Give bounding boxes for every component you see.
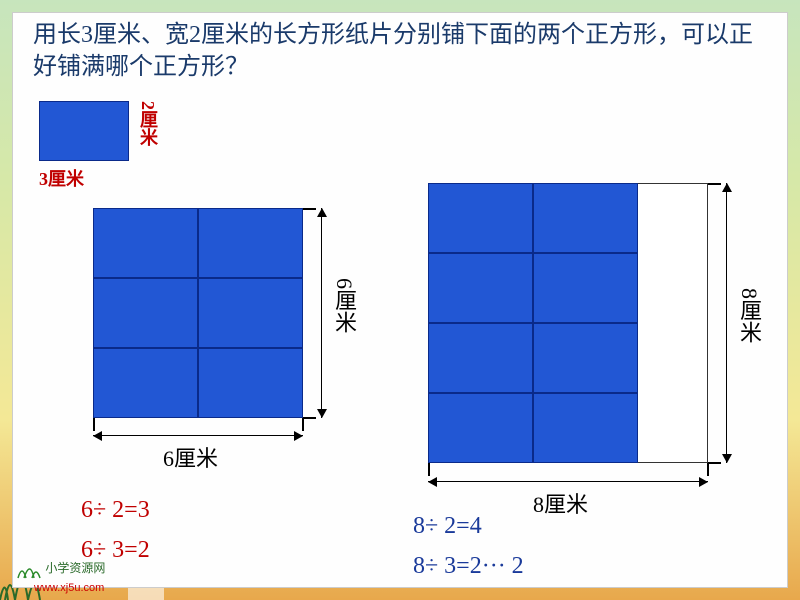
tile: [428, 183, 533, 253]
dim-arrow-8-width: [428, 481, 708, 482]
tile: [198, 348, 303, 418]
tile: [428, 253, 533, 323]
dim-arrow-6-width: [93, 435, 303, 436]
dim-arrow-8-height: [726, 183, 727, 463]
tile: [198, 208, 303, 278]
tile: [533, 253, 638, 323]
sample-width-label: 3厘米: [39, 165, 84, 191]
content-panel: 用长3厘米、宽2厘米的长方形纸片分别铺下面的两个正方形，可以正好铺满哪个正方形？…: [12, 12, 788, 588]
sample-tile: [39, 101, 129, 161]
slide-frame: 用长3厘米、宽2厘米的长方形纸片分别铺下面的两个正方形，可以正好铺满哪个正方形？…: [0, 0, 800, 600]
tick: [303, 208, 316, 210]
dim-label-6-width: 6厘米: [163, 441, 218, 473]
sample-height-label: 2厘米: [135, 101, 161, 146]
dim-label-8-height: 8厘米: [733, 288, 765, 343]
logo-url: www.xj5u.com: [34, 582, 104, 594]
tick: [303, 417, 316, 419]
dim-label-8-width: 8厘米: [533, 487, 588, 519]
tick: [707, 463, 709, 476]
tile: [428, 393, 533, 463]
equation-8div3: 8÷ 3=2··· 2: [413, 553, 524, 580]
site-logo: 小学资源网 www.xj5u.com: [14, 558, 105, 594]
tile: [428, 323, 533, 393]
tick: [708, 183, 721, 185]
logo-text: 小学资源网: [45, 561, 105, 575]
tile: [93, 348, 198, 418]
question-text: 用长3厘米、宽2厘米的长方形纸片分别铺下面的两个正方形，可以正好铺满哪个正方形？: [33, 19, 767, 84]
tick: [708, 462, 721, 464]
equation-6div2: 6÷ 2=3: [81, 497, 150, 524]
tile: [533, 183, 638, 253]
tile: [198, 278, 303, 348]
tick: [428, 463, 430, 476]
tick: [93, 418, 95, 431]
tile: [533, 393, 638, 463]
dim-arrow-6-height: [321, 208, 322, 418]
equation-8div2: 8÷ 2=4: [413, 513, 482, 540]
tile: [533, 323, 638, 393]
dim-label-6-height: 6厘米: [328, 278, 360, 333]
tick: [302, 418, 304, 431]
tile: [93, 208, 198, 278]
tile: [93, 278, 198, 348]
